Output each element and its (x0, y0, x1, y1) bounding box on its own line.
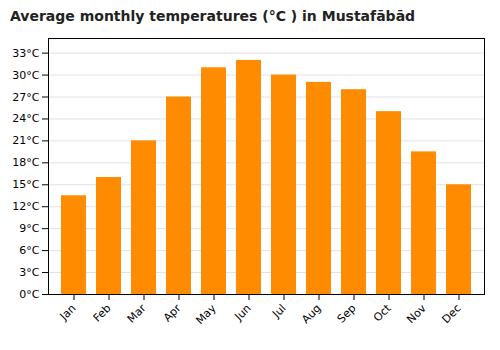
svg-text:May: May (193, 301, 219, 327)
svg-text:27°C: 27°C (12, 91, 39, 104)
html-text:Average monthly temperatures (: Average monthly temperatures (°C ) in Mu… (10, 8, 416, 24)
svg-text:15°C: 15°C (12, 178, 39, 191)
svg-text:6°C: 6°C (19, 244, 39, 257)
svg-text:18°C: 18°C (12, 156, 39, 169)
svg-text:12°C: 12°C (12, 200, 39, 213)
svg-text:30°C: 30°C (12, 69, 39, 82)
svg-text:Jan: Jan (57, 302, 79, 324)
svg-text:0°C: 0°C (19, 288, 39, 301)
svg-text:24°C: 24°C (12, 112, 39, 125)
svg-text:9°C: 9°C (19, 222, 39, 235)
svg-text:Aug: Aug (299, 302, 323, 326)
svg-text:Sep: Sep (335, 302, 359, 326)
svg-text:Jun: Jun (232, 302, 254, 324)
svg-text:Nov: Nov (404, 301, 429, 326)
svg-text:Oct: Oct (371, 301, 394, 324)
svg-text:21°C: 21°C (12, 134, 39, 147)
svg-text:3°C: 3°C (19, 266, 39, 279)
svg-text:Dec: Dec (439, 302, 463, 326)
svg-text:Mar: Mar (125, 301, 149, 325)
svg-text:Apr: Apr (161, 301, 184, 324)
svg-text:Feb: Feb (91, 302, 114, 325)
svg-text:33°C: 33°C (12, 47, 39, 60)
svg-text:Jul: Jul (269, 302, 288, 321)
